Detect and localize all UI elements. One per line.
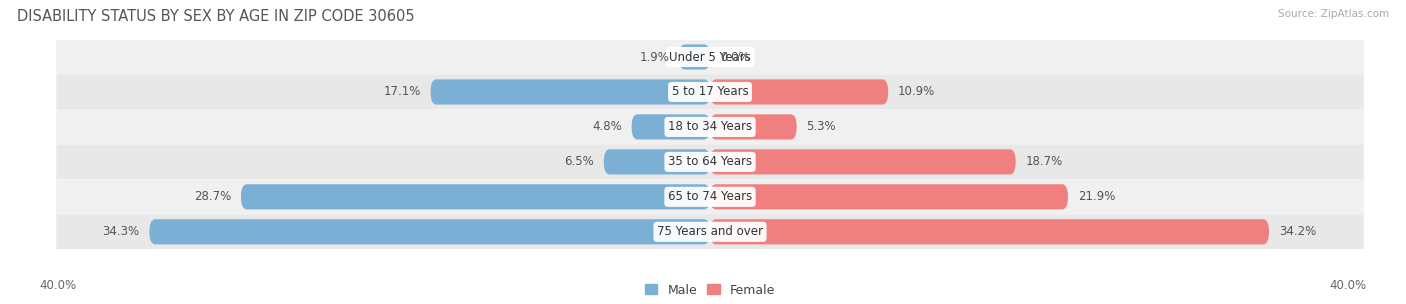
Text: 65 to 74 Years: 65 to 74 Years (668, 190, 752, 203)
Text: 34.3%: 34.3% (103, 225, 139, 238)
Text: 18.7%: 18.7% (1025, 155, 1063, 168)
FancyBboxPatch shape (430, 79, 710, 105)
FancyBboxPatch shape (603, 149, 710, 174)
FancyBboxPatch shape (710, 79, 889, 105)
FancyBboxPatch shape (149, 219, 710, 244)
FancyBboxPatch shape (56, 179, 1364, 214)
Text: 1.9%: 1.9% (640, 50, 669, 64)
FancyBboxPatch shape (56, 40, 1364, 74)
Text: 0.0%: 0.0% (720, 50, 749, 64)
Text: Under 5 Years: Under 5 Years (669, 50, 751, 64)
Text: 5 to 17 Years: 5 to 17 Years (672, 85, 748, 98)
Text: 4.8%: 4.8% (592, 120, 621, 133)
Text: 6.5%: 6.5% (564, 155, 593, 168)
FancyBboxPatch shape (56, 74, 1364, 109)
FancyBboxPatch shape (631, 114, 710, 140)
FancyBboxPatch shape (710, 219, 1270, 244)
Legend: Male, Female: Male, Female (640, 279, 780, 302)
Text: 10.9%: 10.9% (898, 85, 935, 98)
Text: 35 to 64 Years: 35 to 64 Years (668, 155, 752, 168)
Text: 34.2%: 34.2% (1279, 225, 1316, 238)
FancyBboxPatch shape (710, 149, 1015, 174)
FancyBboxPatch shape (710, 114, 797, 140)
FancyBboxPatch shape (710, 184, 1069, 209)
FancyBboxPatch shape (679, 44, 710, 70)
FancyBboxPatch shape (240, 184, 710, 209)
Text: Source: ZipAtlas.com: Source: ZipAtlas.com (1278, 9, 1389, 19)
Text: 28.7%: 28.7% (194, 190, 231, 203)
Text: 40.0%: 40.0% (1330, 279, 1367, 292)
FancyBboxPatch shape (56, 109, 1364, 144)
Text: 21.9%: 21.9% (1078, 190, 1115, 203)
Text: 5.3%: 5.3% (807, 120, 837, 133)
FancyBboxPatch shape (56, 214, 1364, 249)
Text: 75 Years and over: 75 Years and over (657, 225, 763, 238)
Text: DISABILITY STATUS BY SEX BY AGE IN ZIP CODE 30605: DISABILITY STATUS BY SEX BY AGE IN ZIP C… (17, 9, 415, 24)
Text: 18 to 34 Years: 18 to 34 Years (668, 120, 752, 133)
Text: 40.0%: 40.0% (39, 279, 76, 292)
Text: 17.1%: 17.1% (384, 85, 420, 98)
FancyBboxPatch shape (56, 144, 1364, 179)
